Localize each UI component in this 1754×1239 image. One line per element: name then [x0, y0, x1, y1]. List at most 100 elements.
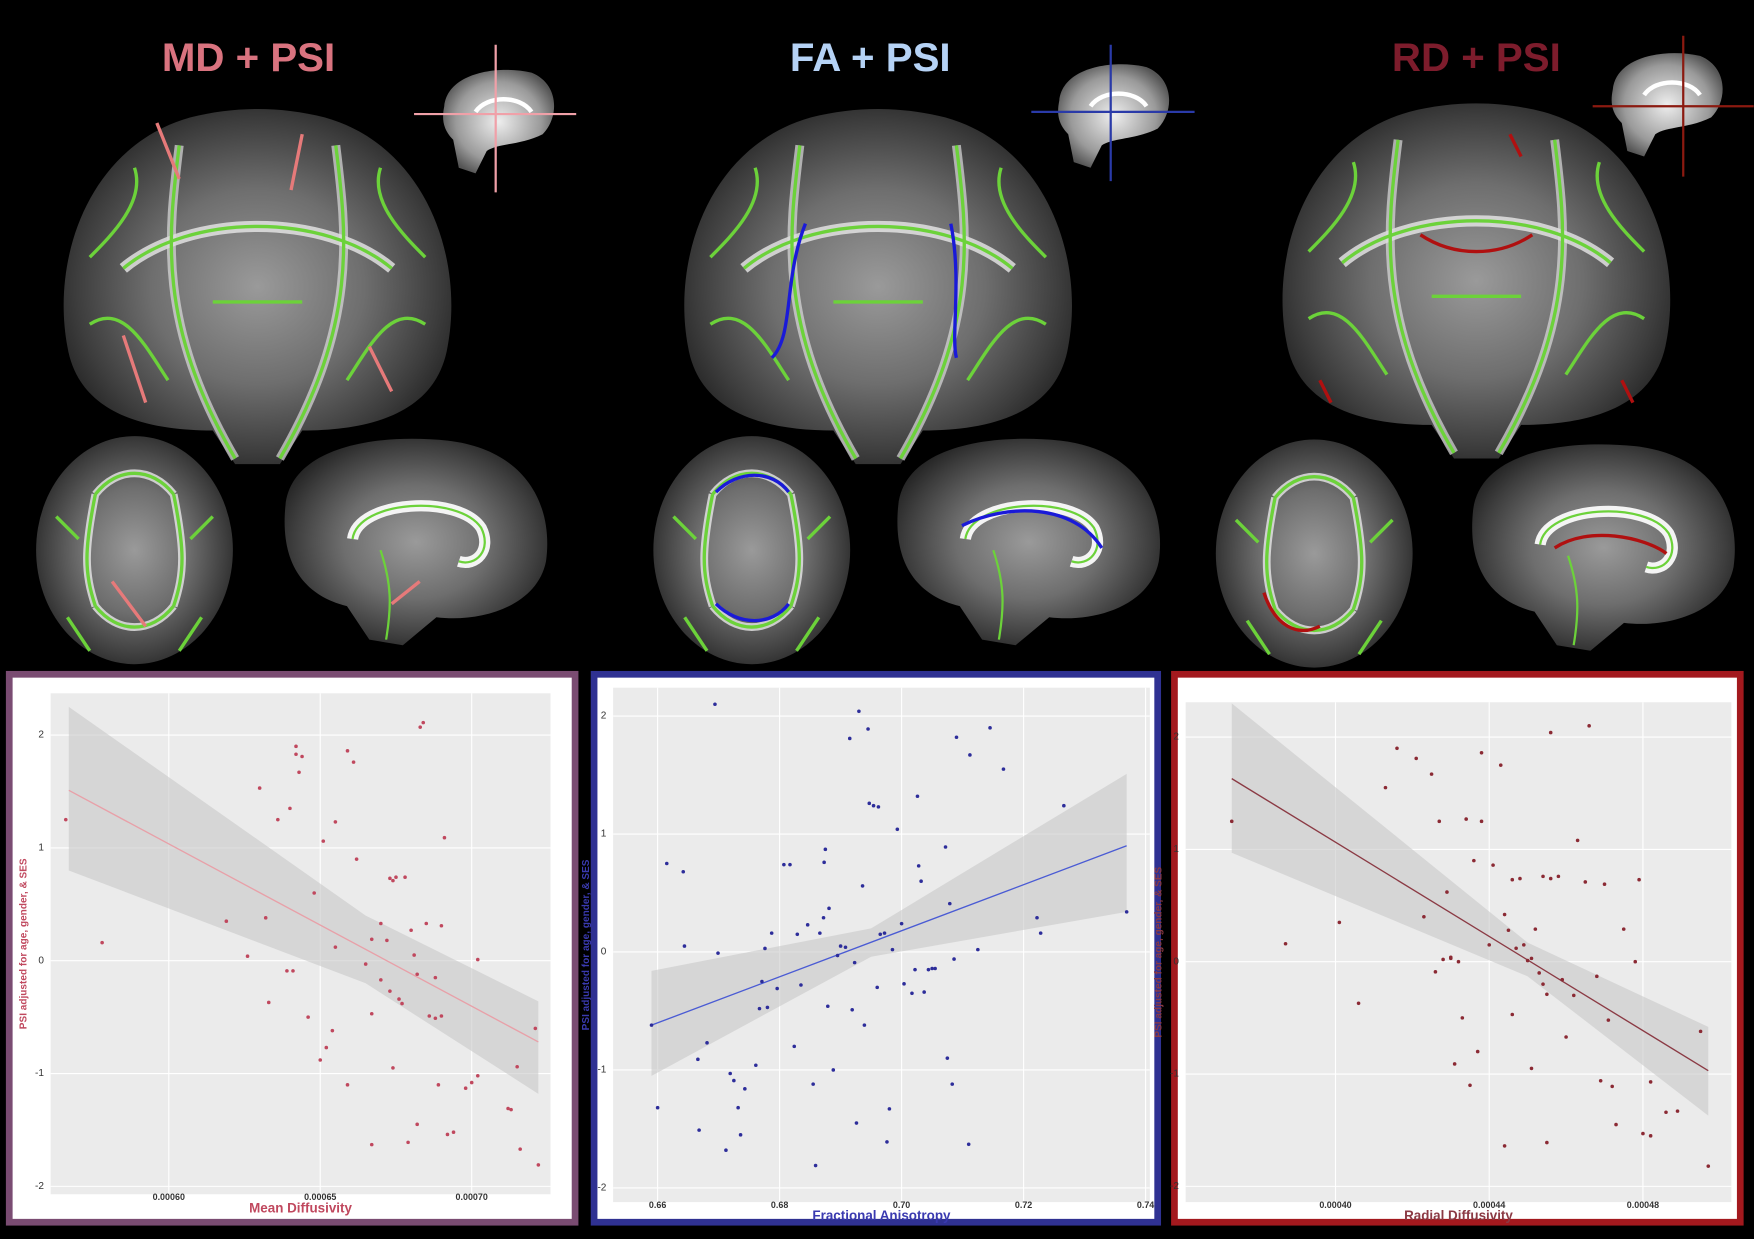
- point: [1522, 943, 1526, 947]
- point: [409, 928, 413, 933]
- point: [475, 1074, 480, 1078]
- point: [945, 1056, 950, 1060]
- point: [451, 1130, 456, 1135]
- point: [915, 794, 920, 799]
- point: [823, 847, 828, 852]
- point: [63, 817, 68, 822]
- point: [1468, 1083, 1472, 1088]
- point: [306, 1015, 310, 1019]
- point: [899, 921, 904, 926]
- y-tick-label: 1: [38, 843, 44, 854]
- point: [943, 845, 948, 849]
- point: [1614, 1122, 1618, 1127]
- point: [324, 1045, 329, 1050]
- point: [1337, 920, 1342, 925]
- point: [1437, 819, 1442, 824]
- y-tick-label: -2: [597, 1183, 606, 1194]
- point: [263, 916, 268, 920]
- confidence-band: [1231, 703, 1709, 1116]
- point: [1633, 959, 1638, 964]
- point: [811, 1082, 815, 1086]
- point: [926, 967, 931, 972]
- point: [1587, 724, 1591, 728]
- point: [799, 983, 803, 987]
- point: [732, 1078, 736, 1083]
- point: [412, 953, 416, 957]
- y-tick-label: 0: [601, 947, 607, 958]
- point: [882, 931, 887, 935]
- point: [100, 940, 104, 945]
- x-axis-label: Fractional Anisotropy: [812, 1208, 951, 1223]
- point: [1479, 751, 1484, 755]
- point: [1545, 1140, 1549, 1145]
- axial: [36, 436, 233, 664]
- point: [919, 879, 923, 883]
- point: [818, 931, 822, 935]
- x-tick-label: 0.00060: [153, 1192, 185, 1202]
- point: [813, 1163, 818, 1168]
- x-tick-label: 0.70: [893, 1200, 910, 1210]
- panel-title: RD + PSI: [1392, 35, 1561, 80]
- point: [968, 753, 972, 757]
- point: [369, 937, 374, 942]
- point: [1498, 763, 1503, 767]
- point: [852, 960, 857, 965]
- point: [1621, 927, 1626, 931]
- point: [1001, 767, 1006, 771]
- y-tick-label: 2: [601, 711, 607, 722]
- point: [1464, 817, 1468, 821]
- point: [1460, 1016, 1465, 1020]
- point: [760, 979, 764, 984]
- point: [885, 1140, 889, 1144]
- point: [1456, 959, 1461, 964]
- point: [1441, 957, 1445, 962]
- point: [913, 967, 917, 972]
- panel-title: FA + PSI: [790, 35, 951, 80]
- point: [433, 975, 438, 980]
- point: [1487, 943, 1492, 947]
- point: [1575, 838, 1580, 843]
- point: [439, 1014, 444, 1018]
- point: [1038, 931, 1043, 935]
- point: [345, 749, 350, 753]
- panel-title: MD + PSI: [162, 35, 335, 80]
- confidence-band: [68, 706, 539, 1094]
- point: [439, 923, 444, 928]
- point: [895, 827, 900, 832]
- point: [276, 817, 280, 822]
- point: [363, 962, 368, 966]
- point: [769, 931, 774, 935]
- point: [871, 803, 876, 808]
- point: [1514, 946, 1518, 951]
- point: [876, 805, 881, 809]
- point: [1641, 1131, 1645, 1136]
- point: [1479, 819, 1484, 824]
- y-axis-label: PSI adjusted for age, gender, & SES: [18, 858, 29, 1029]
- point: [1449, 955, 1453, 960]
- x-tick-label: 0.00040: [1319, 1200, 1351, 1210]
- panel-images-fa: [653, 44, 1195, 665]
- point: [950, 1082, 955, 1086]
- point: [403, 875, 407, 880]
- point: [1429, 772, 1434, 776]
- point: [866, 727, 870, 731]
- point: [1529, 1066, 1534, 1071]
- point: [224, 919, 229, 924]
- point: [681, 869, 686, 874]
- point: [1664, 1110, 1668, 1115]
- point: [1548, 876, 1553, 881]
- point: [854, 1121, 859, 1125]
- point: [1445, 890, 1449, 894]
- point: [805, 923, 810, 927]
- point: [394, 875, 398, 880]
- point: [1383, 785, 1388, 790]
- point: [397, 997, 401, 1001]
- point: [835, 953, 840, 958]
- point: [1433, 970, 1438, 974]
- point: [1502, 1144, 1507, 1148]
- point: [391, 1066, 395, 1070]
- x-tick-label: 0.00065: [304, 1192, 336, 1202]
- point: [847, 736, 852, 741]
- point: [792, 1044, 797, 1049]
